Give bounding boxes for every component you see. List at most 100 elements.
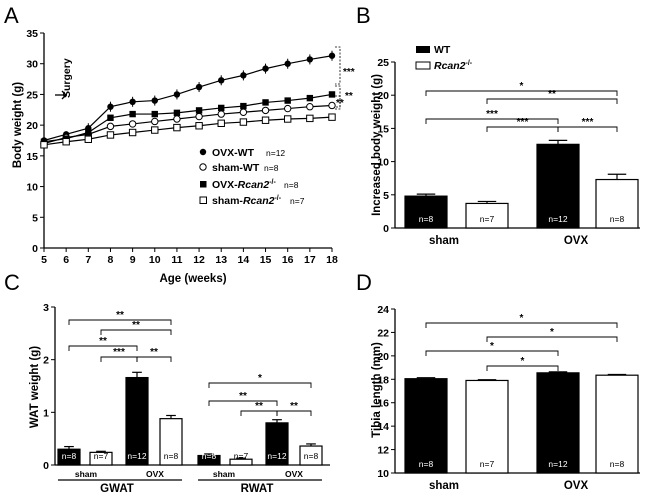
d-bar [595,374,639,474]
a-point [283,104,292,113]
c-n-label: n=12 [127,451,146,461]
legend-marker-sham-rcan2 [199,196,207,204]
c-ytick-label: 1 [43,407,49,419]
c-sig-label: ** [290,401,298,412]
a-xtick-label: 14 [238,254,250,266]
d-sig-bracket [425,322,618,328]
b-sig-label: *** [486,109,498,120]
a-point [262,99,269,106]
c-ytick-label: 2 [43,355,49,367]
a-ytick-label: 10 [26,182,38,194]
legend-marker-sham-wt [199,163,207,171]
a-point [239,118,248,126]
legend-b-wt-swatch [416,46,430,53]
a-point [261,116,270,124]
a-point [262,65,269,72]
a-point [261,106,270,115]
panel-b-axes: 0 5 10 15 20 25 [377,57,640,235]
b-n-label: n=8 [419,214,434,224]
c-n-label: n=8 [202,451,217,461]
surgery-label: Surgery [61,58,73,98]
legend-sham-wt-n: n=8 [264,163,279,173]
c-sig-label: ** [99,336,107,347]
a-ytick-label: 15 [26,151,38,163]
c-sig-bracket [100,329,172,335]
d-sig-label: * [520,313,524,324]
a-point [306,56,314,63]
legend-b-wt: WT [434,44,451,56]
a-point [173,109,181,117]
a-point [106,131,115,139]
a-point [217,110,225,118]
d-ytick-label: 12 [377,445,389,457]
d-ytick-label: 14 [377,421,389,433]
a-point [151,126,159,134]
a-point [40,141,48,149]
c-n-label: n=8 [62,451,77,461]
c-sig-label: ** [116,310,124,321]
c-sig-bracket [68,319,172,325]
a-point [195,107,203,114]
b-sig-bracket [425,118,559,124]
d-sig-label: * [521,356,525,367]
b-ytick-label: 5 [383,190,389,202]
panel-b-group-sham: sham [429,235,459,247]
legend-sham-rcan2-n: n=7 [290,196,305,206]
b-sig-label: * [520,81,524,92]
a-ytick-label: 5 [32,212,38,224]
a-point [195,112,203,121]
d-n-label: n=8 [610,459,625,469]
c-sig-bracket [208,382,312,388]
panel-d-group-ovx: OVX [564,480,589,492]
a-point [151,97,158,104]
panel-a-letter: A [4,3,19,28]
a-ytick-label: 35 [26,28,38,40]
a-point [284,60,291,67]
a-ytick-label: 25 [26,89,38,101]
d-sig-bracket [425,350,559,356]
panel-d-letter: D [356,270,372,295]
c-sig-label: * [258,373,262,384]
a-xtick-label: 18 [326,254,338,266]
surgery-arrow-head [61,90,67,100]
d-sig-label: * [490,341,494,352]
b-sig-bracket [486,98,618,104]
panel-b-ylabel: Increased body weight (g) [371,74,383,216]
panel-d-ylabel: Tibia length (mm) [371,342,383,438]
b-ytick-label: 20 [377,90,389,102]
a-point [173,123,181,132]
a-xtick-label: 8 [108,254,114,266]
b-sig-label: ** [548,89,556,100]
d-ytick-label: 22 [377,327,389,339]
a-point [328,113,336,121]
b-sig-label: *** [582,117,594,128]
a-point [328,52,336,59]
legend-b-rcan2-swatch [415,61,431,70]
a-point [129,110,136,118]
a-ytick-label: 30 [26,59,38,71]
panel-c-tissue-rwat: RWAT [241,483,274,495]
sig-a2: ** [345,91,353,102]
b-ytick-label: 15 [377,123,389,135]
d-bar [536,372,580,474]
d-bar [465,379,509,474]
c-sig-label: ** [132,320,140,331]
a-xtick-label: 9 [130,254,136,266]
b-bar [465,202,509,229]
c-sig-label: ** [150,347,158,358]
d-sig-label: * [550,327,554,338]
a-xtick-label: 7 [85,254,91,266]
a-point [306,114,314,123]
sig-bracket-a3 [335,95,341,110]
legend-marker-ovx-rcan2 [200,181,207,188]
c-ytick-label: 3 [43,302,49,314]
b-ytick-label: 10 [377,157,389,169]
c-group-label: OVX [285,469,303,479]
panel-c-axes: 0 1 2 3 sham OVX sham OVX [43,302,330,481]
a-xtick-label: 11 [171,254,182,266]
c-ytick-label: 0 [43,460,49,472]
c-n-label: n=7 [94,451,109,461]
a-xtick-label: 12 [193,254,205,266]
